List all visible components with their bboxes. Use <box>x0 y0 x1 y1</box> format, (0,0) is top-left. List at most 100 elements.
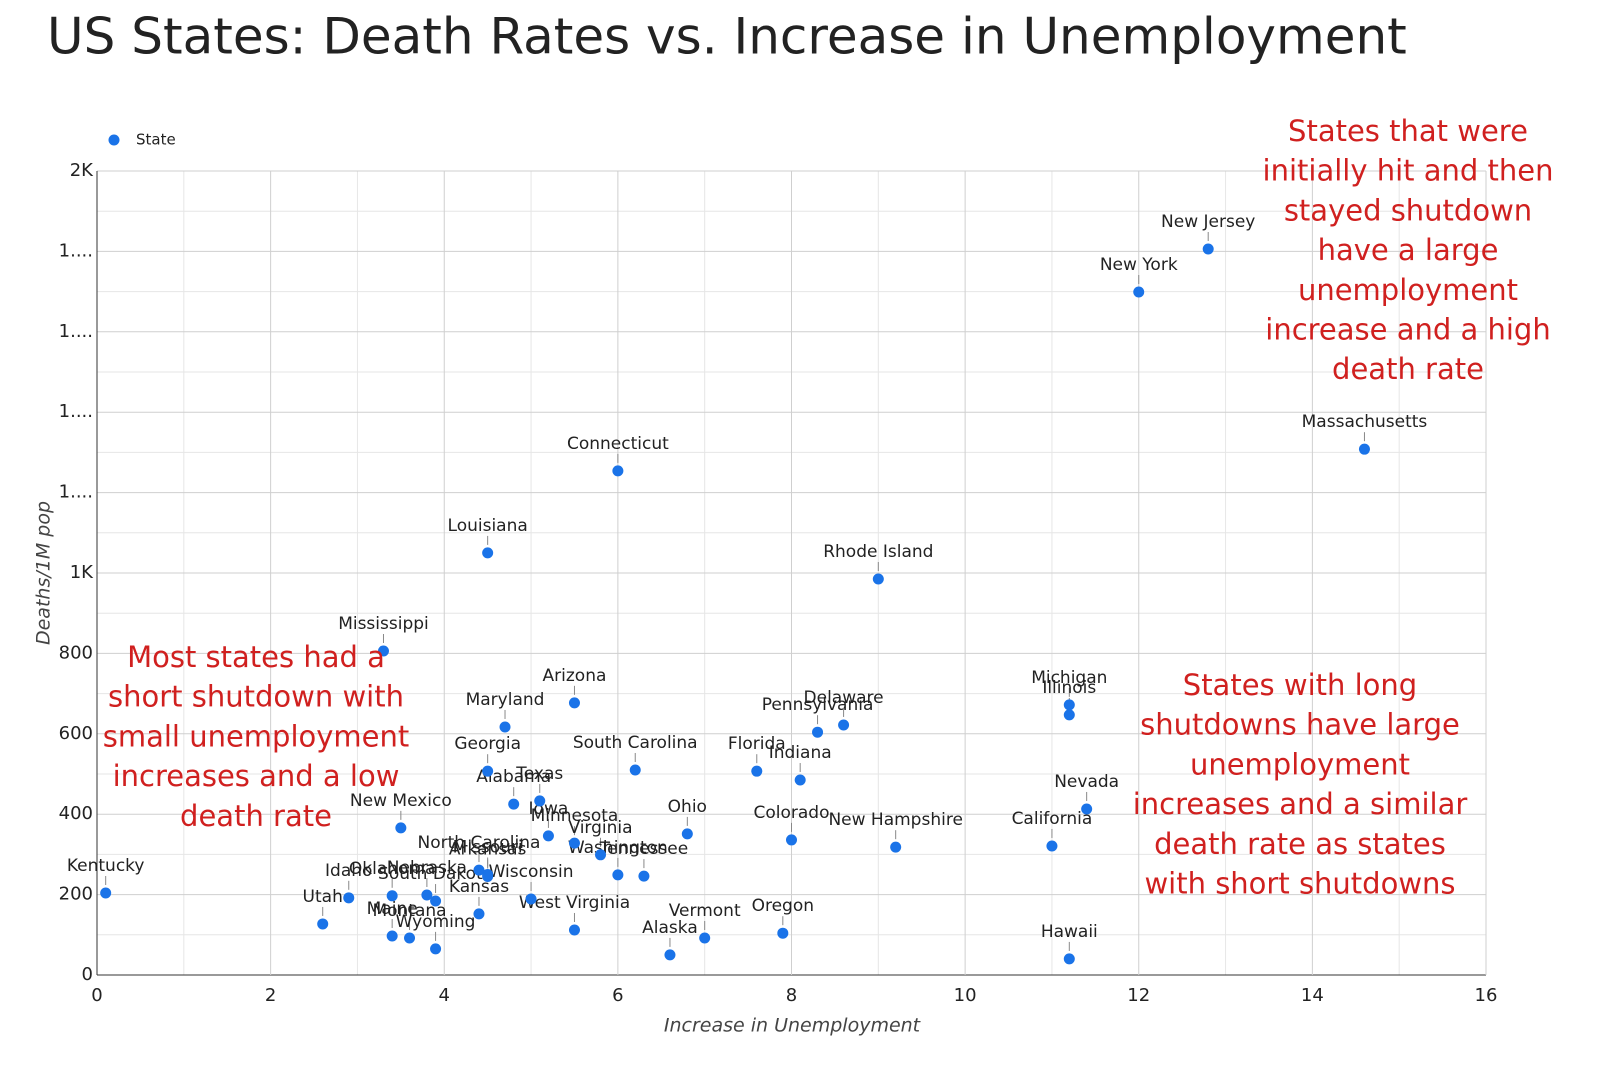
point <box>317 918 329 930</box>
point-label: Wisconsin <box>489 862 574 882</box>
point-label: Arizona <box>543 666 607 686</box>
point-label: Michigan <box>1031 668 1107 688</box>
x-tick-label: 8 <box>786 985 797 1006</box>
point <box>395 822 407 834</box>
point-label: Connecticut <box>567 434 669 454</box>
point-label: New York <box>1100 255 1178 275</box>
x-tick-label: 14 <box>1301 985 1324 1006</box>
annotation: short shutdown with <box>108 680 404 714</box>
point <box>1081 803 1093 815</box>
point <box>629 764 641 776</box>
point-label: Kansas <box>449 877 509 897</box>
point <box>508 798 520 810</box>
point <box>1063 953 1075 965</box>
point <box>404 932 416 944</box>
annotation: unemployment <box>1298 273 1518 307</box>
point-label: Oregon <box>752 896 814 916</box>
y-tick-label: 2K <box>70 160 94 181</box>
point-label: Louisiana <box>448 516 528 536</box>
point <box>499 721 511 733</box>
annotation: Most states had a <box>127 640 385 674</box>
point-label: Nevada <box>1054 772 1119 792</box>
point-label: Massachusetts <box>1302 412 1428 432</box>
point-label: Minnesota <box>531 806 619 826</box>
point-label: South Dakota <box>378 864 493 884</box>
point <box>430 895 442 907</box>
point <box>568 924 580 936</box>
point-label: Rhode Island <box>823 542 933 562</box>
point <box>1133 286 1145 298</box>
point <box>386 890 398 902</box>
point <box>568 837 580 849</box>
point <box>1046 840 1058 852</box>
x-tick-label: 10 <box>954 985 977 1006</box>
point <box>473 864 485 876</box>
y-tick-label: 600 <box>59 723 93 744</box>
point-label: Florida <box>728 734 786 754</box>
point <box>751 765 763 777</box>
point <box>1358 443 1370 455</box>
point <box>100 887 112 899</box>
y-tick-label: 1.... <box>59 482 93 503</box>
point <box>595 849 607 861</box>
x-tick-label: 16 <box>1475 985 1498 1006</box>
y-tick-label: 1.... <box>59 321 93 342</box>
x-tick-label: 0 <box>91 985 102 1006</box>
point-label: Indiana <box>769 743 832 763</box>
point-label: Missouri <box>453 838 523 858</box>
point-label: Washington <box>568 838 668 858</box>
point-label: Delaware <box>804 688 884 708</box>
point-label: Tennessee <box>599 839 689 859</box>
x-tick-label: 6 <box>612 985 623 1006</box>
y-tick-label: 800 <box>59 642 93 663</box>
y-tick-label: 1.... <box>59 240 93 261</box>
annotation: death rate <box>180 799 332 833</box>
annotation: stayed shutdown <box>1284 193 1532 227</box>
point <box>525 893 537 905</box>
point-label: Vermont <box>669 901 741 921</box>
point <box>777 927 789 939</box>
y-tick-label: 1K <box>70 562 94 583</box>
y-axis-title: Deaths/1M pop <box>33 501 55 645</box>
point <box>542 830 554 842</box>
point <box>1202 243 1214 255</box>
annotation: increases and a similar <box>1133 787 1468 821</box>
x-axis-title: Increase in Unemployment <box>664 1015 922 1037</box>
point <box>838 719 850 731</box>
point <box>473 908 485 920</box>
x-tick-label: 2 <box>265 985 276 1006</box>
point <box>664 949 676 961</box>
annotation: States with long <box>1183 668 1417 702</box>
point <box>681 828 693 840</box>
point <box>568 697 580 709</box>
point <box>638 870 650 882</box>
point-label: California <box>1012 809 1093 829</box>
point-label: Colorado <box>754 803 830 823</box>
point-label: Georgia <box>454 734 521 754</box>
x-tick-label: 4 <box>439 985 450 1006</box>
point <box>1063 699 1075 711</box>
point-label: South Carolina <box>573 733 698 753</box>
point-label: New Mexico <box>350 791 452 811</box>
point <box>612 869 624 881</box>
point-label: Nebraska <box>387 858 467 878</box>
point <box>890 841 902 853</box>
point-label: Ohio <box>668 797 707 817</box>
annotation: unemployment <box>1190 747 1410 781</box>
point <box>612 465 624 477</box>
legend-label: State <box>136 131 176 149</box>
point <box>699 932 711 944</box>
point <box>482 765 494 777</box>
point-label: North Carolina <box>418 833 541 853</box>
point-label: Virginia <box>568 818 632 838</box>
point-label: West Virginia <box>519 893 630 913</box>
annotation: small unemployment <box>103 719 410 753</box>
point-label: New Jersey <box>1161 212 1255 232</box>
point-label: Maryland <box>466 690 545 710</box>
annotation: initially hit and then <box>1263 154 1554 188</box>
chart-title: US States: Death Rates vs. Increase in U… <box>47 8 1407 66</box>
y-tick-label: 1.... <box>59 401 93 422</box>
point <box>786 834 797 846</box>
point-label: Alabama <box>476 767 551 787</box>
